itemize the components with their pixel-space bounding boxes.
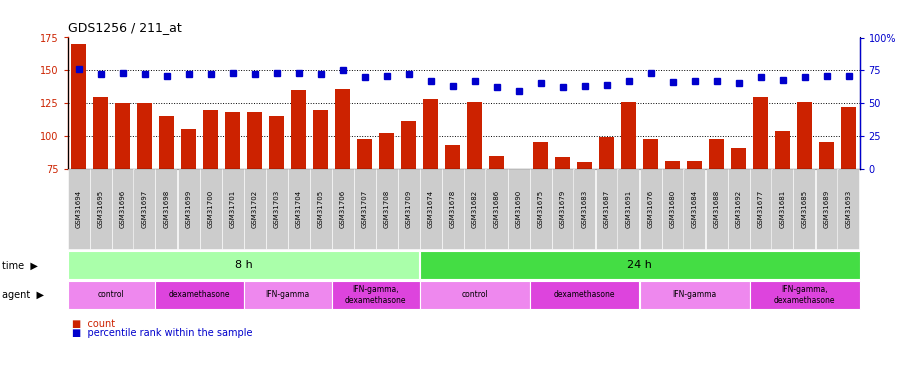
Text: GSM31686: GSM31686 [493, 190, 500, 228]
Text: GSM31698: GSM31698 [164, 190, 169, 228]
Bar [709, 139, 724, 169]
Text: GSM31699: GSM31699 [185, 190, 192, 228]
Bar [732, 148, 745, 169]
Text: GSM31687: GSM31687 [604, 190, 609, 228]
Text: dexamethasone: dexamethasone [554, 290, 616, 299]
Text: GSM31697: GSM31697 [141, 190, 148, 228]
Bar [203, 110, 218, 169]
Text: GSM31695: GSM31695 [97, 190, 104, 228]
Text: GSM31704: GSM31704 [295, 190, 302, 228]
Bar [578, 162, 591, 169]
Bar [292, 90, 306, 169]
Bar [313, 110, 328, 169]
Text: IFN-gamma,
dexamethasone: IFN-gamma, dexamethasone [774, 285, 835, 304]
Text: GSM31702: GSM31702 [251, 190, 257, 228]
Bar [401, 122, 416, 169]
Text: GSM31676: GSM31676 [647, 190, 653, 228]
Text: GSM31683: GSM31683 [581, 190, 588, 228]
Text: GDS1256 / 211_at: GDS1256 / 211_at [68, 21, 181, 34]
Bar [753, 97, 768, 169]
Text: GSM31708: GSM31708 [383, 190, 390, 228]
Bar [248, 112, 262, 169]
Text: GSM31674: GSM31674 [428, 190, 434, 228]
Text: GSM31681: GSM31681 [779, 190, 786, 228]
Bar [490, 156, 504, 169]
Text: IFN-gamma,
dexamethasone: IFN-gamma, dexamethasone [345, 285, 406, 304]
Bar [357, 139, 372, 169]
Text: GSM31703: GSM31703 [274, 190, 280, 228]
Bar [181, 129, 195, 169]
Text: GSM31693: GSM31693 [845, 190, 851, 228]
Text: dexamethasone: dexamethasone [168, 290, 230, 299]
Text: GSM31675: GSM31675 [537, 190, 544, 228]
Text: GSM31694: GSM31694 [76, 190, 82, 228]
Bar [115, 103, 130, 169]
Bar [225, 112, 239, 169]
Text: GSM31678: GSM31678 [449, 190, 455, 228]
Text: control: control [98, 290, 125, 299]
Bar [665, 161, 680, 169]
Text: GSM31684: GSM31684 [691, 190, 698, 228]
Bar [467, 102, 482, 169]
Bar [842, 107, 856, 169]
Text: GSM31696: GSM31696 [120, 190, 125, 228]
Bar [336, 89, 349, 169]
Text: GSM31690: GSM31690 [516, 190, 521, 228]
Bar [94, 97, 108, 169]
Text: GSM31707: GSM31707 [362, 190, 367, 228]
Text: GSM31706: GSM31706 [339, 190, 346, 228]
Bar [599, 137, 614, 169]
Bar [621, 102, 635, 169]
Bar [819, 142, 833, 169]
Text: GSM31679: GSM31679 [560, 190, 565, 228]
Text: GSM31689: GSM31689 [824, 190, 830, 228]
Text: GSM31680: GSM31680 [670, 190, 676, 228]
Text: GSM31691: GSM31691 [626, 190, 632, 228]
Text: control: control [461, 290, 488, 299]
Text: 8 h: 8 h [235, 260, 252, 270]
Text: GSM31685: GSM31685 [802, 190, 807, 228]
Bar [423, 99, 437, 169]
Text: GSM31705: GSM31705 [318, 190, 323, 228]
Bar [446, 145, 460, 169]
Text: GSM31701: GSM31701 [230, 190, 236, 228]
Bar [688, 161, 702, 169]
Bar [555, 157, 570, 169]
Bar [797, 102, 812, 169]
Text: GSM31692: GSM31692 [735, 190, 742, 228]
Text: 24 h: 24 h [627, 260, 652, 270]
Bar [776, 131, 789, 169]
Bar [159, 116, 174, 169]
Text: GSM31688: GSM31688 [714, 190, 719, 228]
Text: GSM31700: GSM31700 [208, 190, 213, 228]
Bar [138, 103, 151, 169]
Text: GSM31682: GSM31682 [472, 190, 478, 228]
Bar [71, 44, 86, 169]
Bar [269, 116, 284, 169]
Text: GSM31677: GSM31677 [758, 190, 763, 228]
Text: agent  ▶: agent ▶ [2, 290, 44, 300]
Text: IFN-gamma: IFN-gamma [672, 290, 716, 299]
Bar [644, 139, 658, 169]
Text: GSM31709: GSM31709 [406, 190, 411, 228]
Text: IFN-gamma: IFN-gamma [266, 290, 310, 299]
Text: time  ▶: time ▶ [2, 260, 38, 270]
Bar [534, 142, 547, 169]
Bar [380, 134, 393, 169]
Text: ■  percentile rank within the sample: ■ percentile rank within the sample [72, 328, 253, 338]
Text: ■  count: ■ count [72, 319, 115, 329]
